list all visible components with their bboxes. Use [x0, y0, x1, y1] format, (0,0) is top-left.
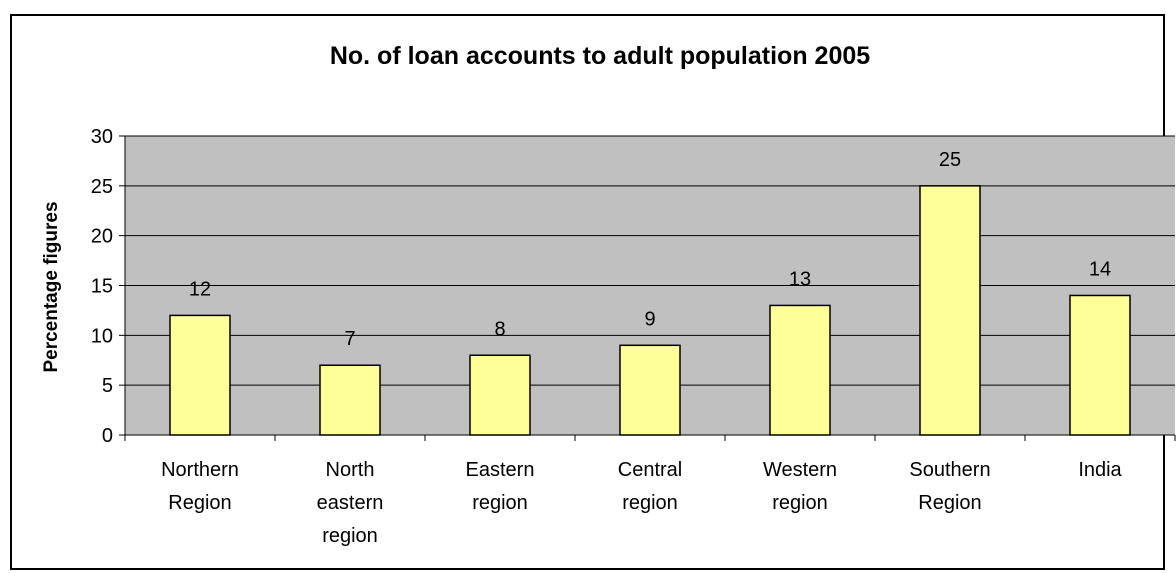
- category-label: Eastern region: [466, 459, 535, 514]
- category-label: Central region: [618, 459, 682, 514]
- data-label: 25: [939, 149, 961, 171]
- data-labels: 12 7 8 9 13 25 14: [189, 149, 1111, 350]
- category-label: North eastern region: [317, 459, 384, 547]
- y-tick-label: 10: [91, 325, 113, 347]
- bar: [919, 185, 981, 436]
- category-labels: Northern Region North eastern region Eastern r…: [161, 459, 1122, 547]
- y-tick-label: 5: [102, 375, 113, 397]
- data-label: 9: [644, 308, 655, 330]
- data-label: 8: [494, 318, 505, 340]
- data-label: 7: [344, 328, 355, 350]
- category-label: Western region: [763, 459, 837, 514]
- y-tick-label: 20: [91, 226, 113, 248]
- bar: [469, 354, 531, 436]
- y-tick-label: 25: [91, 176, 113, 198]
- bar: [319, 364, 381, 436]
- gridlines: [125, 135, 1175, 386]
- data-label: 13: [789, 268, 811, 290]
- y-tick-label: 30: [91, 126, 113, 148]
- bar: [1069, 294, 1131, 436]
- chart-title: No. of loan accounts to adult population…: [330, 42, 870, 70]
- y-tick-label: 15: [91, 276, 113, 298]
- category-label: India: [1078, 459, 1122, 481]
- x-ticks: [124, 435, 1176, 441]
- y-axis-title: Percentage figures: [41, 201, 62, 372]
- y-ticks: 0 5 10 15 20 25 30: [91, 126, 125, 447]
- bar: [619, 344, 681, 436]
- category-label: Southern Region: [909, 459, 990, 514]
- y-tick-label: 0: [102, 425, 113, 447]
- data-label: 14: [1089, 258, 1111, 280]
- bar: [769, 304, 831, 436]
- bar: [169, 314, 231, 436]
- category-label: Northern Region: [161, 459, 239, 514]
- data-label: 12: [189, 278, 211, 300]
- bars: [169, 185, 1131, 436]
